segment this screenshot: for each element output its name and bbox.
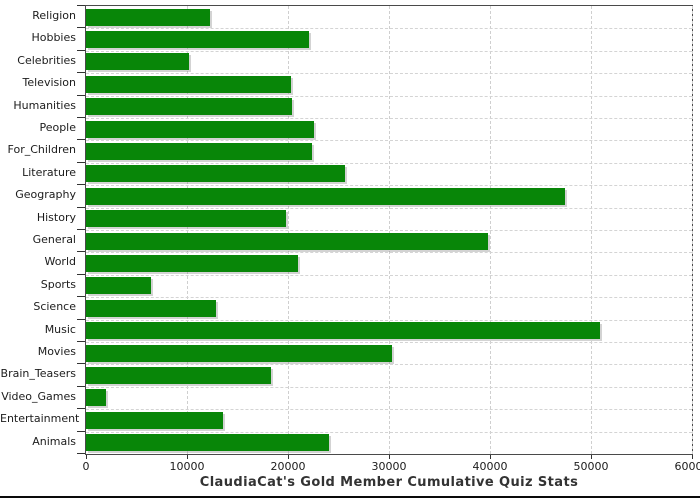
bar-entertainment [86,411,224,429]
y-label-celebrities: Celebrities [17,53,76,67]
y-tick-12 [77,273,85,275]
y-label-geography: Geography [15,188,76,202]
y-tick-19 [77,430,85,432]
y-tick-10 [77,229,85,230]
bar-geography [86,187,565,205]
bar-science [86,299,217,317]
y-label-sports: Sports [40,277,76,291]
y-label-movies: Movies [37,345,76,358]
y-tick-9 [77,206,85,208]
gridline-row-15 [86,342,692,343]
x-tick-label-30000: 30000 [371,460,407,473]
gridline-row-3 [86,73,692,75]
gridline-row-14 [86,319,692,321]
chart-title: ClaudiaCat's Gold Member Cumulative Quiz… [199,475,579,490]
y-label-people: People [39,121,76,134]
bar-people [86,120,315,138]
y-label-music: Music [44,322,76,336]
x-tick-0 [86,455,87,459]
bottom-divider [0,496,700,498]
x-tick-label-50000: 50000 [573,460,609,473]
y-tick-1 [77,27,85,29]
y-label-entertainment: Entertainment [0,412,80,426]
bar-world [86,254,299,272]
y-label-general: General [32,233,76,246]
y-label-for-children: For_Children [7,143,76,157]
x-tick-20000 [288,455,289,459]
gridline-row-5 [86,118,692,119]
y-label-television: Television [22,76,77,90]
y-tick-14 [77,318,85,320]
y-label-literature: Literature [22,165,76,179]
bar-music [86,322,601,340]
bar-television [86,75,292,93]
x-tick-40000 [490,455,491,459]
x-tick-label-0: 0 [82,460,90,473]
y-tick-6 [77,139,85,141]
y-tick-3 [77,72,85,74]
gridline-row-1 [86,28,692,30]
bar-animals [86,434,330,452]
y-tick-16 [77,363,85,365]
bar-general [86,232,488,250]
y-label-religion: Religion [32,9,76,22]
x-tick-10000 [187,455,188,459]
x-tick-label-20000: 20000 [270,460,306,473]
y-tick-18 [77,408,85,410]
gridline-row-6 [86,140,692,142]
y-label-brain-teasers: Brain_Teasers [0,367,76,381]
y-label-world: World [44,255,76,269]
bar-history [86,210,286,228]
bar-religion [86,8,211,26]
y-label-animals: Animals [32,434,76,448]
bar-humanities [86,98,293,116]
y-tick-17 [77,385,85,387]
bar-hobbies [86,30,310,48]
y-tick-4 [77,94,85,96]
x-tick-label-40000: 40000 [472,460,508,473]
gridline-row-17 [86,386,692,388]
y-label-video-games: Video_Games [1,389,76,403]
gridline-row-8 [86,185,692,187]
x-tick-30000 [389,455,390,459]
gridline-row-7 [86,162,692,164]
y-tick-13 [77,296,85,298]
y-tick-11 [77,251,85,253]
gridline-row-2 [86,50,692,52]
gridline-row-12 [86,274,692,276]
bar-brain-teasers [86,366,271,384]
gridline-row-9 [86,207,692,209]
bar-sports [86,277,151,295]
y-tick-15 [77,341,85,342]
y-label-hobbies: Hobbies [31,31,76,45]
bar-video-games [86,389,107,407]
y-tick-7 [77,161,85,163]
y-label-history: History [36,210,76,224]
gridline-row-4 [86,95,692,97]
gridline-row-11 [86,252,692,254]
y-tick-20 [77,453,85,454]
y-tick-0 [77,5,85,6]
y-label-science: Science [33,300,76,314]
y-tick-2 [77,49,85,51]
y-tick-5 [77,117,85,118]
y-tick-8 [77,184,85,186]
bar-movies [86,344,393,362]
bar-literature [86,165,345,183]
y-label-humanities: Humanities [13,98,76,112]
gridline-row-13 [86,297,692,299]
x-tick-label-60000: 60000 [674,460,700,473]
gridline-row-16 [86,364,692,366]
x-tick-60000 [692,455,693,459]
bar-celebrities [86,53,190,71]
plot-area [85,5,693,455]
x-tick-50000 [591,455,592,459]
gridline-row-18 [86,409,692,411]
bar-for-children [86,142,313,160]
gridline-row-19 [86,431,692,433]
x-tick-label-10000: 10000 [169,460,205,473]
gridline-row-10 [86,230,692,231]
gridline-x-60000 [692,6,693,454]
